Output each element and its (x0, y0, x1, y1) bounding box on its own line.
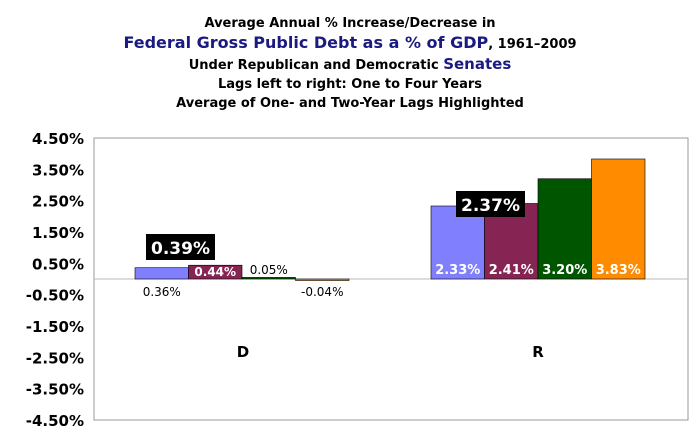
bar (537, 178, 592, 280)
bar (295, 278, 350, 281)
highlight-box (146, 234, 215, 260)
title-highlight-debt: Federal Gross Public Debt as a % of GDP (123, 33, 489, 52)
chart-title: Average Annual % Increase/Decrease in Fe… (0, 14, 700, 113)
y-tick-label: 2.50% (32, 193, 84, 211)
data-label: 0.05% (250, 263, 288, 277)
y-tick-label: -3.50% (26, 381, 84, 399)
bar (430, 205, 485, 280)
bar (188, 264, 243, 280)
title-line-1: Average Annual % Increase/Decrease in (204, 16, 496, 31)
title-line-3: Under Republican and Democratic Senates (0, 55, 700, 75)
data-label: 2.33% (435, 263, 480, 278)
highlight-label: 2.37% (461, 196, 520, 216)
bar (241, 277, 296, 280)
y-tick-label: 3.50% (32, 161, 84, 179)
data-label: 0.44% (194, 265, 236, 279)
highlight-box (456, 191, 525, 217)
bars-group (134, 158, 646, 281)
title-years: , 1961–2009 (488, 37, 577, 52)
data-label: 2.41% (489, 263, 534, 278)
title-line-2: Federal Gross Public Debt as a % of GDP,… (0, 33, 700, 55)
title-highlight-senates: Senates (443, 55, 512, 73)
highlight-label: 0.39% (151, 239, 210, 259)
title-line-4: Lags left to right: One to Four Years (217, 77, 483, 92)
data-label: -0.04% (301, 285, 343, 299)
y-tick-label: 0.50% (32, 255, 84, 273)
title-line-5: Average of One- and Two-Year Lags Highli… (176, 96, 524, 111)
data-label: 3.83% (596, 263, 641, 278)
bar (134, 267, 189, 280)
data-label: 3.20% (542, 263, 587, 278)
y-tick-label: -1.50% (26, 318, 84, 336)
y-tick-label: 1.50% (32, 224, 84, 242)
data-label: 0.36% (143, 285, 181, 299)
y-tick-label: -2.50% (26, 349, 84, 367)
y-tick-label: -4.50% (26, 412, 84, 430)
bar (591, 158, 646, 280)
y-tick-label: 4.50% (32, 130, 84, 148)
plot-area: 4.50% 3.50% 2.50% 1.50% 0.50% -0.50% -1.50% -2.… (26, 130, 689, 430)
category-label: R (532, 343, 544, 361)
y-tick-label: -0.50% (26, 287, 84, 305)
category-label: D (237, 343, 249, 361)
title-under: Under Republican and Democratic (188, 58, 444, 73)
labels-group: D R 0.36% 2.33% 0.44% 2.41% 0.05% 3.20% -0.04% 3.… (143, 191, 641, 361)
